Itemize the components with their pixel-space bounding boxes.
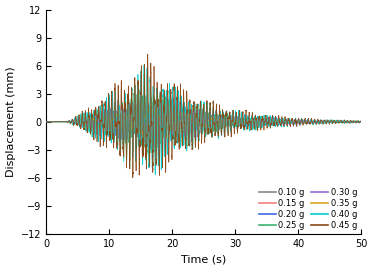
Legend: 0.10 g, 0.15 g, 0.20 g, 0.25 g, 0.30 g, 0.35 g, 0.40 g, 0.45 g: 0.10 g, 0.15 g, 0.20 g, 0.25 g, 0.30 g, … bbox=[259, 188, 357, 230]
Y-axis label: Displacement (mm): Displacement (mm) bbox=[6, 66, 16, 177]
X-axis label: Time (s): Time (s) bbox=[181, 254, 226, 264]
